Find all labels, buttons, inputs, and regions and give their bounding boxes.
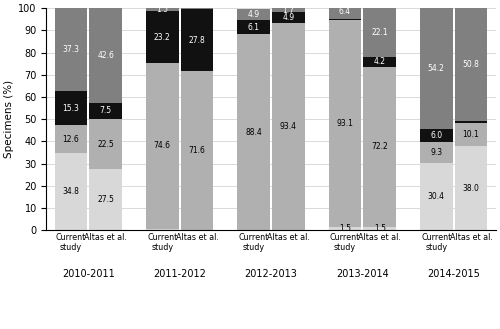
Bar	[54, 125, 87, 153]
Y-axis label: Specimens (%): Specimens (%)	[4, 80, 14, 158]
Text: 22.1: 22.1	[372, 28, 388, 37]
Bar	[238, 34, 270, 230]
Text: 4.9: 4.9	[282, 13, 294, 22]
Bar	[420, 8, 452, 129]
Text: 1.5: 1.5	[339, 224, 351, 233]
Text: 4.9: 4.9	[248, 11, 260, 19]
Text: 4.2: 4.2	[374, 58, 386, 66]
Bar	[420, 129, 452, 142]
Text: 34.8: 34.8	[62, 187, 80, 196]
Text: 15.3: 15.3	[62, 104, 80, 113]
Text: 27.8: 27.8	[188, 36, 206, 45]
Bar	[272, 23, 304, 230]
Text: 12.6: 12.6	[62, 135, 80, 143]
Text: 2011-2012: 2011-2012	[153, 269, 206, 279]
Bar	[238, 10, 270, 20]
Bar	[364, 66, 396, 227]
Bar	[238, 20, 270, 34]
Bar	[454, 146, 488, 230]
Bar	[328, 227, 361, 230]
Bar	[364, 8, 396, 57]
Bar	[454, 121, 488, 123]
Bar	[54, 91, 87, 125]
Text: 74.6: 74.6	[154, 141, 170, 150]
Bar	[180, 8, 214, 10]
Text: 88.4: 88.4	[245, 128, 262, 137]
Text: 54.2: 54.2	[428, 64, 444, 73]
Bar	[180, 71, 214, 230]
Bar	[328, 19, 361, 20]
Bar	[180, 10, 214, 71]
Text: 6.1: 6.1	[248, 23, 260, 32]
Text: 1.7: 1.7	[282, 6, 294, 14]
Text: 93.4: 93.4	[280, 122, 297, 131]
Bar	[328, 5, 361, 19]
Bar	[364, 227, 396, 230]
Text: 23.2: 23.2	[154, 33, 170, 42]
Bar	[272, 8, 304, 12]
Text: 71.6: 71.6	[188, 146, 206, 155]
Bar	[420, 163, 452, 230]
Text: 9.3: 9.3	[430, 148, 442, 157]
Legend: A(H1N1), A(H3N2), B(Victoria), B(Yamagata): A(H1N1), A(H3N2), B(Victoria), B(Yamagat…	[152, 327, 408, 329]
Text: 2010-2011: 2010-2011	[62, 269, 114, 279]
Text: 38.0: 38.0	[462, 184, 479, 192]
Bar	[90, 119, 122, 169]
Bar	[146, 63, 178, 229]
Text: 10.1: 10.1	[462, 130, 479, 139]
Text: 50.8: 50.8	[462, 60, 479, 69]
Bar	[272, 12, 304, 23]
Bar	[146, 12, 178, 63]
Bar	[454, 123, 488, 146]
Bar	[90, 103, 122, 119]
Text: 93.1: 93.1	[336, 119, 353, 128]
Bar	[90, 169, 122, 230]
Bar	[146, 8, 178, 12]
Text: 37.3: 37.3	[62, 45, 80, 54]
Bar	[328, 20, 361, 227]
Text: 42.6: 42.6	[98, 51, 114, 60]
Bar	[90, 8, 122, 103]
Bar	[54, 8, 87, 91]
Text: 6.4: 6.4	[339, 8, 351, 16]
Text: 2014-2015: 2014-2015	[427, 269, 480, 279]
Bar	[146, 229, 178, 230]
Bar	[54, 153, 87, 230]
Text: 7.5: 7.5	[100, 106, 112, 115]
Text: 1.5: 1.5	[156, 5, 168, 14]
Text: 72.2: 72.2	[372, 142, 388, 151]
Text: 30.4: 30.4	[428, 192, 444, 201]
Text: 2013-2014: 2013-2014	[336, 269, 388, 279]
Bar	[364, 57, 396, 66]
Bar	[454, 8, 488, 121]
Text: 6.0: 6.0	[430, 131, 442, 140]
Text: 27.5: 27.5	[98, 195, 114, 204]
Text: 1.5: 1.5	[374, 224, 386, 233]
Text: 2012-2013: 2012-2013	[244, 269, 298, 279]
Bar	[420, 142, 452, 163]
Text: 22.5: 22.5	[98, 140, 114, 149]
